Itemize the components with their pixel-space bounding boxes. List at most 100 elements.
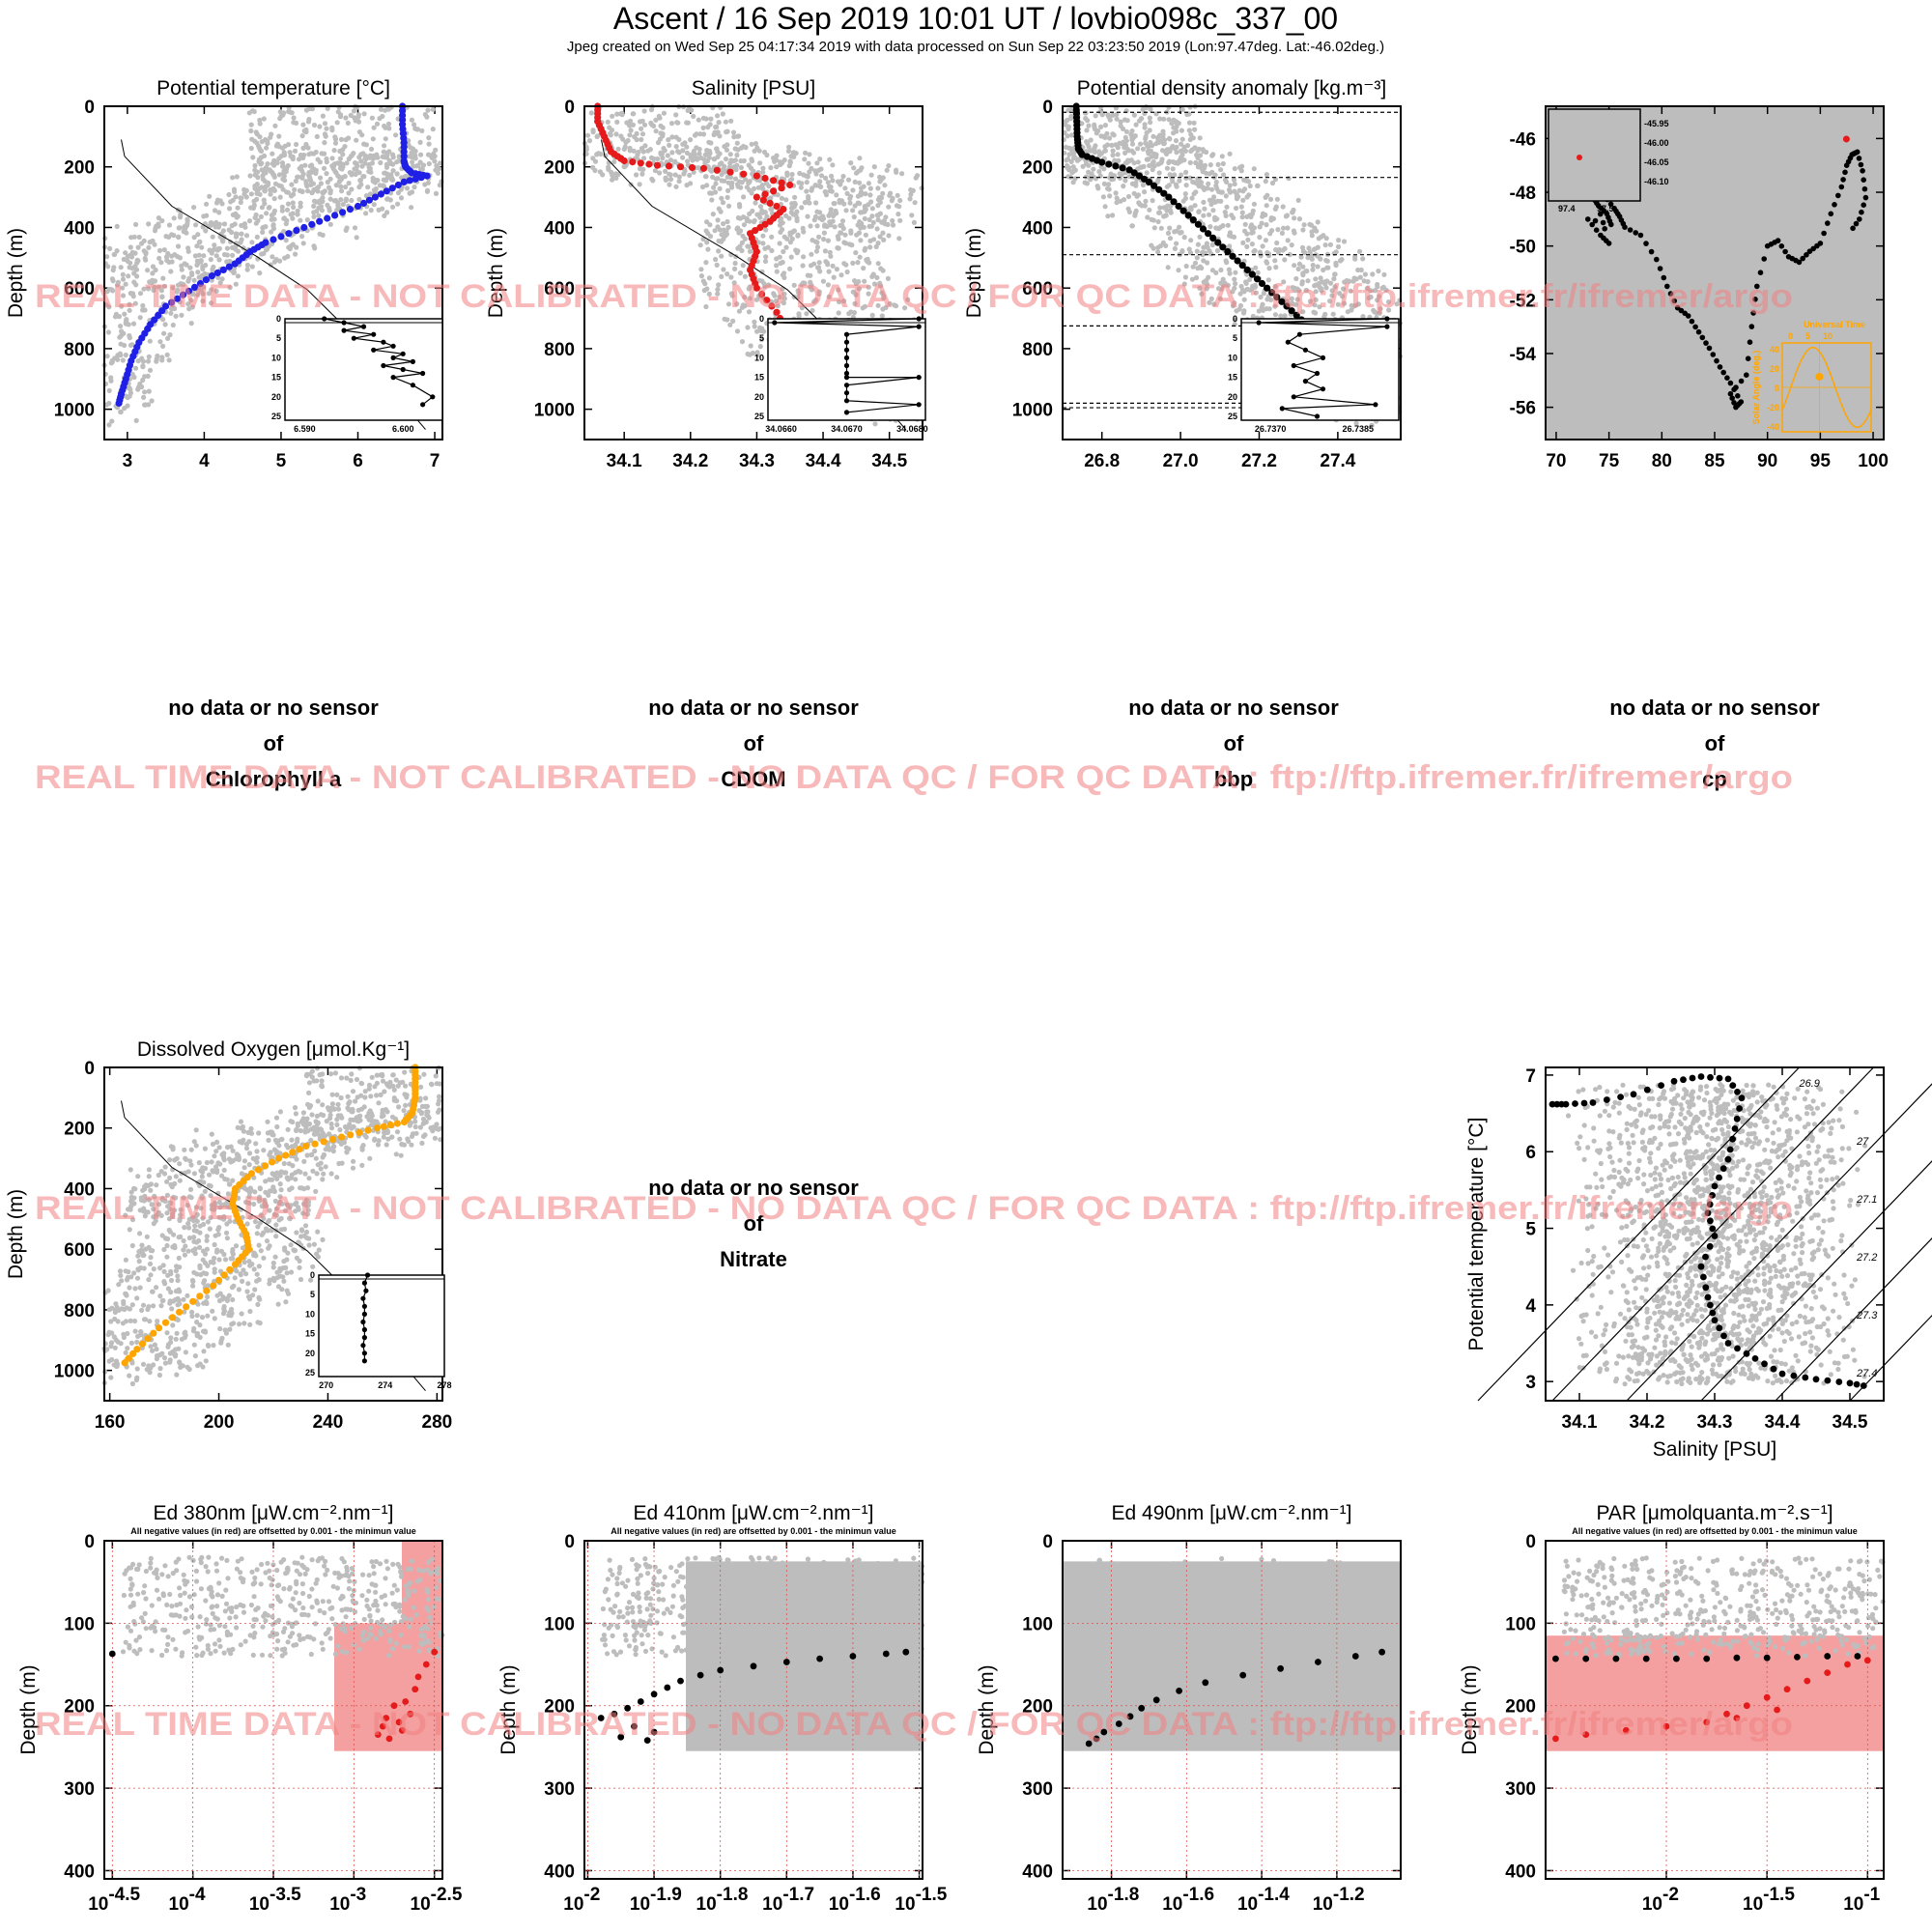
temp-bg-point <box>295 212 300 217</box>
sal-inset-point <box>772 320 778 326</box>
temp-bg-point <box>118 324 124 329</box>
temp-bg-point <box>146 354 152 359</box>
sal-bg-point <box>831 201 837 207</box>
sal-bg-point <box>788 210 794 215</box>
dens-bg-point <box>1098 124 1104 129</box>
sal-bg-point <box>804 188 810 194</box>
temp-bg-point <box>343 196 349 202</box>
temp-inset-point <box>381 362 386 369</box>
dens-bg-point <box>1150 198 1155 204</box>
dens-ytick-label: 1000 <box>1012 401 1053 421</box>
sal-bg-point <box>857 180 863 185</box>
sal-bg-point <box>747 248 753 254</box>
temp-profile-point <box>190 283 199 291</box>
temp-bg-point <box>139 241 145 246</box>
temp-bg-point <box>233 211 239 216</box>
dens-bg-point <box>1227 230 1233 236</box>
sal-profile-point <box>653 161 662 169</box>
temp-bg-point <box>194 243 200 249</box>
dens-bg-point <box>1129 223 1135 229</box>
dens-bg-point <box>1298 254 1304 260</box>
temp-bg-point <box>343 115 349 121</box>
temp-bg-point <box>123 250 128 256</box>
temp-bg-point <box>374 121 381 127</box>
temp-bg-point <box>258 148 264 154</box>
sal-bg-point <box>741 194 747 200</box>
dens-bg-point <box>1327 242 1333 247</box>
oxy-bg-point <box>254 1231 260 1236</box>
sal-bg-point <box>791 228 797 234</box>
oxy-bg-point <box>384 1142 389 1148</box>
sal-inset-xtick: 34.0660 <box>765 424 797 434</box>
sal-bg-point <box>696 165 701 171</box>
temp-bg-point <box>332 140 339 146</box>
temp-bg-point <box>381 149 386 155</box>
temp-bg-point <box>325 105 330 111</box>
sal-inset-ytick: 15 <box>754 373 764 383</box>
oxy-bg-point <box>398 1152 404 1158</box>
temp-bg-point <box>372 180 378 185</box>
temp-bg-point <box>254 182 260 187</box>
sal-bg-point <box>774 263 780 269</box>
oxy-bg-point <box>247 1263 253 1268</box>
oxy-bg-point <box>136 1249 142 1255</box>
temp-bg-point <box>270 254 275 260</box>
dens-bg-point <box>1074 157 1080 163</box>
oxy-bg-point <box>310 1264 316 1269</box>
temp-bg-point <box>266 205 271 211</box>
sal-profile-point <box>688 163 696 172</box>
oxy-bg-point <box>224 1236 230 1241</box>
oxy-bg-point <box>337 1127 343 1133</box>
sal-profile-point <box>637 159 644 167</box>
temp-bg-point <box>210 234 215 240</box>
temp-bg-point <box>124 317 129 323</box>
oxy-bg-point <box>121 1301 127 1307</box>
dens-bg-point <box>1210 208 1216 213</box>
temp-bg-point <box>308 170 314 176</box>
temp-bg-point <box>339 175 345 181</box>
sal-bg-point <box>871 237 877 242</box>
temp-bg-point <box>242 186 247 192</box>
sal-bg-point <box>692 132 698 138</box>
oxy-bg-point <box>135 1253 141 1259</box>
dens-bg-point <box>1221 172 1227 178</box>
sal-bg-point <box>655 140 662 146</box>
temp-bg-point <box>121 330 127 336</box>
sal-bg-point <box>619 110 625 116</box>
temp-profile-point <box>158 307 166 315</box>
sal-bg-point <box>830 162 836 168</box>
dens-bg-point <box>1264 222 1269 228</box>
dens-bg-point <box>1335 243 1342 250</box>
temp-bg-point <box>168 269 174 274</box>
dens-bg-point <box>1066 152 1072 157</box>
sal-bg-point <box>738 164 745 171</box>
oxy-bg-point <box>210 1141 216 1147</box>
sal-bg-point <box>864 257 869 263</box>
dens-bg-point <box>1086 162 1092 168</box>
sal-bg-point <box>673 144 679 150</box>
sal-bg-point <box>863 232 869 238</box>
dens-bg-point <box>1251 248 1257 254</box>
temp-inset-point <box>410 358 415 364</box>
temp-bg-point <box>104 354 110 359</box>
sal-bg-point <box>707 222 713 228</box>
temp-bg-point <box>118 353 124 358</box>
oxy-bg-point <box>174 1372 180 1378</box>
sal-bg-point <box>700 125 706 130</box>
dens-bg-point <box>1170 159 1177 165</box>
temp-profile-point <box>412 175 419 183</box>
temp-bg-point <box>127 393 132 399</box>
temp-bg-point <box>325 202 330 208</box>
temp-bg-point <box>133 417 139 423</box>
temp-bg-point <box>195 232 201 238</box>
oxy-bg-point <box>201 1270 207 1276</box>
dens-bg-point <box>1281 225 1287 231</box>
oxy-bg-point <box>318 1166 324 1172</box>
dens-bg-point <box>1114 195 1120 201</box>
temp-bg-point <box>146 221 152 227</box>
oxy-bg-point <box>131 1318 138 1324</box>
sal-bg-point <box>717 239 724 244</box>
temp-bg-point <box>274 141 281 147</box>
temp-bg-point <box>186 275 192 281</box>
dens-bg-point <box>1232 181 1237 187</box>
